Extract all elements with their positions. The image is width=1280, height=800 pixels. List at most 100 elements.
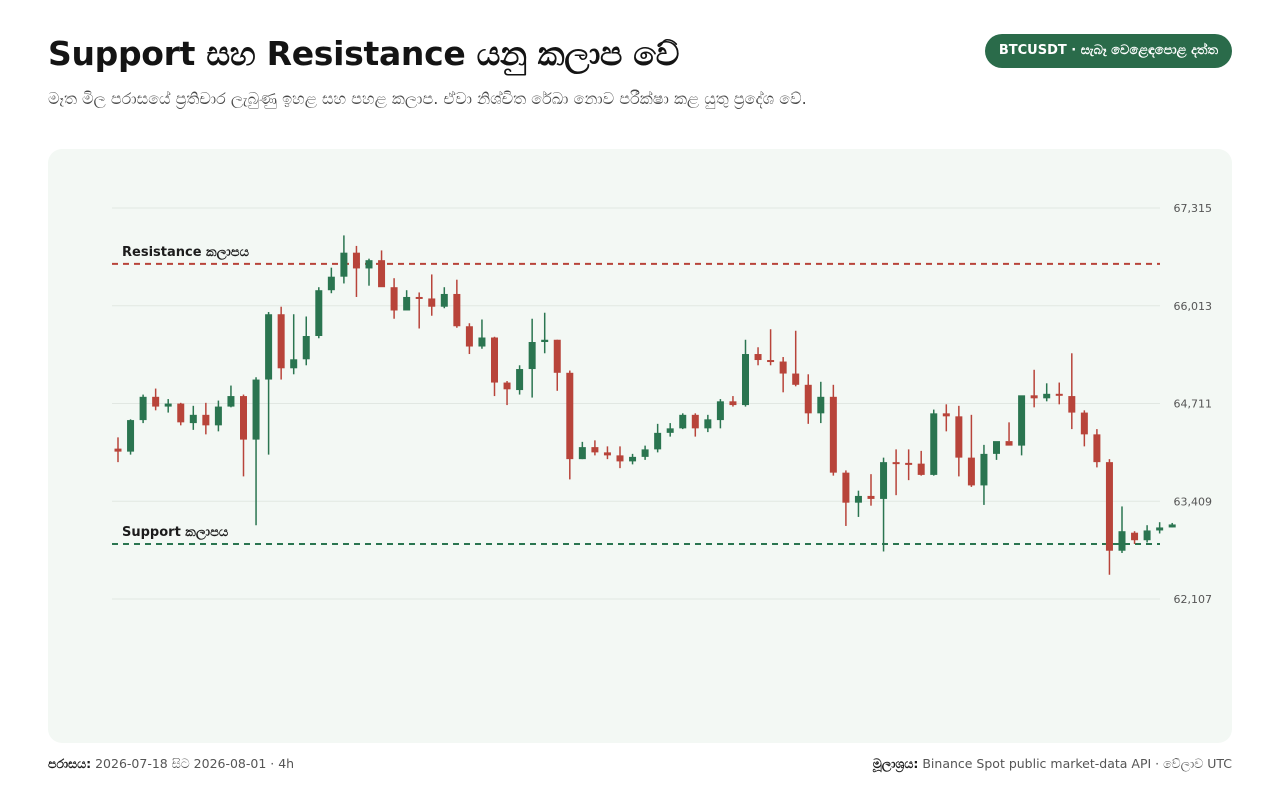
- candle-body: [1118, 531, 1126, 551]
- candle-body: [704, 419, 712, 429]
- candle-body: [566, 372, 574, 460]
- market-data-badge: BTCUSDT · සැබෑ වෙළෙඳපොළ දත්ත: [984, 34, 1232, 68]
- candle: [390, 278, 398, 319]
- candle: [340, 235, 348, 284]
- candle-body: [478, 337, 486, 347]
- range-label: පරාසය:: [48, 756, 92, 771]
- candle: [742, 339, 749, 407]
- candle: [415, 292, 423, 329]
- candle: [214, 400, 222, 432]
- candle-body: [654, 432, 662, 450]
- candle-body: [792, 373, 800, 385]
- candle-body: [779, 361, 787, 374]
- candle-body: [880, 462, 888, 499]
- candle: [1030, 369, 1038, 408]
- candle: [867, 474, 875, 506]
- page-title: Support සහ Resistance යනු කලාප වේ: [48, 34, 680, 73]
- candle-body: [516, 369, 524, 391]
- candle: [679, 413, 687, 430]
- candle: [1143, 525, 1151, 543]
- candle: [1093, 429, 1101, 468]
- candle-body: [453, 293, 461, 327]
- support-zone-label: Support කලාපය: [122, 525, 229, 541]
- candle-body: [829, 396, 837, 473]
- candle-body: [302, 336, 310, 360]
- candle: [127, 419, 135, 455]
- candle-body: [202, 414, 210, 426]
- candle: [1131, 531, 1139, 544]
- candle-body: [842, 472, 850, 503]
- candle-body: [503, 382, 511, 390]
- source-value: Binance Spot public market-data API · වේ…: [922, 756, 1232, 771]
- candle: [591, 440, 599, 456]
- candle-body: [1093, 434, 1101, 463]
- y-axis: 62,107 63,409 64,711 66,013 67,315: [1174, 202, 1213, 606]
- candle: [290, 314, 298, 375]
- candle: [993, 441, 1000, 460]
- candle-body: [591, 447, 599, 453]
- candle: [327, 267, 335, 294]
- candle-body: [164, 403, 172, 407]
- candle-body: [1143, 530, 1151, 541]
- candle: [691, 413, 699, 437]
- candle: [1055, 382, 1063, 405]
- candle: [139, 394, 147, 424]
- candle-body: [1068, 396, 1076, 413]
- candle-body: [1043, 393, 1051, 399]
- page-subtitle: මෑත මිල පරාසයේ ප්‍රතිචාර ලැබුණු ඉහළ සහ ප…: [48, 89, 807, 108]
- candle-body: [1105, 462, 1113, 551]
- candle-body: [1055, 393, 1063, 396]
- range-value: 2026-07-18 සිට 2026-08-01 · 4h: [95, 756, 295, 771]
- candle: [1018, 395, 1026, 456]
- candlestick-chart: Resistance කලාපය Support කලාපය 62,107 63,4…: [112, 202, 1213, 606]
- date-range-footer: පරාසය: 2026-07-18 සිට 2026-08-01 · 4h: [48, 756, 294, 772]
- candle-body: [917, 463, 925, 475]
- candle-body: [691, 414, 699, 429]
- candle-body: [905, 462, 913, 465]
- candle: [302, 316, 310, 366]
- candle-body: [578, 447, 586, 460]
- candle: [440, 287, 448, 309]
- candle: [277, 306, 285, 380]
- candle-body: [754, 354, 762, 361]
- candle-body: [1080, 412, 1088, 435]
- candle: [842, 470, 850, 526]
- candle: [240, 394, 247, 477]
- candle-body: [666, 428, 674, 433]
- candle: [880, 457, 888, 552]
- candle: [942, 404, 950, 432]
- candle: [930, 409, 938, 476]
- zone-layer: Resistance කලාපය Support කලාපය: [112, 245, 1160, 545]
- candle-body: [114, 448, 122, 452]
- candle: [152, 388, 160, 411]
- candle: [616, 446, 624, 469]
- candle-body: [127, 420, 135, 452]
- candle-body: [716, 401, 724, 421]
- candle: [603, 446, 611, 460]
- resistance-zone-label: Resistance කලාපය: [122, 245, 250, 261]
- candle-body: [152, 396, 160, 407]
- candle: [792, 330, 800, 387]
- candle-body: [227, 396, 235, 407]
- candle: [1156, 522, 1164, 534]
- candle: [352, 245, 360, 297]
- candle: [666, 423, 674, 437]
- candle-body: [390, 287, 398, 311]
- candle: [164, 399, 172, 413]
- candle: [654, 423, 662, 453]
- candle-body: [277, 314, 285, 369]
- candle: [315, 287, 323, 339]
- candle-body: [679, 414, 687, 429]
- candle-body: [892, 462, 900, 465]
- candle: [817, 381, 825, 424]
- candle: [428, 274, 436, 316]
- y-tick-label: 66,013: [1174, 300, 1213, 313]
- candle-body: [265, 314, 273, 380]
- candle-body: [403, 296, 411, 311]
- candle: [491, 336, 498, 397]
- candle: [1168, 522, 1176, 528]
- candle-body: [553, 339, 561, 373]
- candle-body: [955, 416, 963, 458]
- candle: [541, 312, 549, 354]
- candle-body: [252, 379, 260, 440]
